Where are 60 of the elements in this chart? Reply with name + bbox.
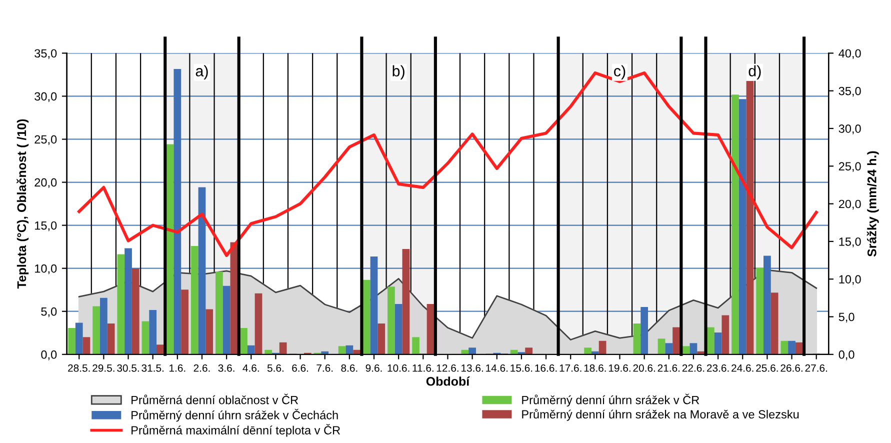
- y-tick-label: 0,0: [41, 350, 57, 360]
- x-tick-label: 6.6.: [292, 364, 308, 372]
- y2-tick-label: 20,0: [838, 200, 861, 210]
- y2-tick-label: 30,0: [838, 124, 861, 134]
- legend-label: Průměrná denní oblačnost v ČR: [132, 394, 298, 404]
- y2-tick-label: 40,0: [838, 49, 861, 59]
- y-axis-title: Teplota (°C), Oblačnost ( /10): [16, 119, 29, 289]
- band-label: c): [614, 65, 626, 80]
- y-tick-label: 10,0: [35, 264, 57, 274]
- x-tick-label: 28.5.: [68, 364, 90, 372]
- x-tick-label: 30.5.: [117, 364, 139, 372]
- x-tick-label: 21.6.: [658, 364, 680, 372]
- x-axis-title: Období: [426, 376, 470, 386]
- x-tick-label: 15.6.: [510, 364, 532, 372]
- y-tick-label: 15,0: [35, 221, 57, 232]
- y-tick-label: 25,0: [34, 135, 57, 146]
- y-tick-label: 35,0: [34, 49, 57, 59]
- y-tick-label: 30,0: [34, 92, 57, 102]
- x-tick-label: 27.6.: [805, 364, 827, 372]
- y2-tick-label: 25,0: [838, 162, 861, 172]
- x-tick-label: 14.6.: [486, 364, 508, 372]
- y2-tick-label: 15,0: [839, 237, 861, 248]
- x-tick-label: 16.6.: [535, 364, 557, 372]
- y2-axis-title: Srážky (mm/24 h.): [866, 151, 879, 257]
- legend-label: Průměrný denní úhrn srážek v ČR: [522, 394, 700, 407]
- x-tick-label: 1.6.: [170, 364, 186, 372]
- x-tick-label: 2.6.: [194, 364, 210, 372]
- y2-tick-label: 0,0: [838, 350, 854, 360]
- x-tick-label: 11.6.: [412, 364, 434, 372]
- y2-tick-label: 10,0: [839, 275, 861, 285]
- band-label: b): [392, 65, 404, 80]
- x-tick-label: 19.6.: [608, 364, 630, 372]
- x-tick-label: 20.6.: [633, 364, 655, 372]
- y2-tick-label: 5,0: [838, 312, 854, 323]
- legend-label: Průměrná maximální dēnní teplota v ČR: [132, 424, 340, 437]
- x-tick-label: 8.6.: [341, 364, 358, 372]
- x-tick-label: 17.6.: [560, 364, 582, 372]
- x-tick-label: 10.6.: [388, 364, 410, 372]
- y2-tick-label: 35,0: [838, 86, 861, 97]
- band-label: d): [748, 65, 761, 80]
- x-tick-label: 12.6.: [436, 364, 458, 372]
- x-tick-label: 3.6.: [218, 364, 234, 372]
- x-tick-label: 31.5.: [142, 364, 164, 372]
- x-tick-label: 9.6.: [366, 364, 382, 372]
- x-tick-label: 5.6.: [267, 364, 284, 372]
- y-tick-label: 20,0: [34, 178, 57, 188]
- band-label: a): [196, 65, 208, 80]
- legend-label: Průměrný denní úhrn srážek v Čechách: [132, 408, 338, 422]
- x-tick-label: 22.6.: [682, 364, 704, 372]
- x-tick-label: 13.6.: [462, 364, 483, 372]
- x-tick-label: 25.6.: [756, 364, 778, 372]
- x-tick-label: 29.5.: [92, 364, 114, 372]
- x-tick-label: 26.6.: [780, 364, 802, 372]
- legend-label: Průměrný denní úhrn srážek na Moravě a ve Slezsku: [522, 408, 799, 421]
- x-tick-label: 24.6.: [732, 364, 754, 372]
- x-tick-label: 18.6.: [584, 364, 606, 372]
- y-tick-label: 5,0: [41, 307, 57, 318]
- x-tick-label: 4.6.: [242, 364, 259, 372]
- x-tick-label: 23.6.: [706, 364, 729, 372]
- x-tick-label: 7.6.: [316, 364, 333, 372]
